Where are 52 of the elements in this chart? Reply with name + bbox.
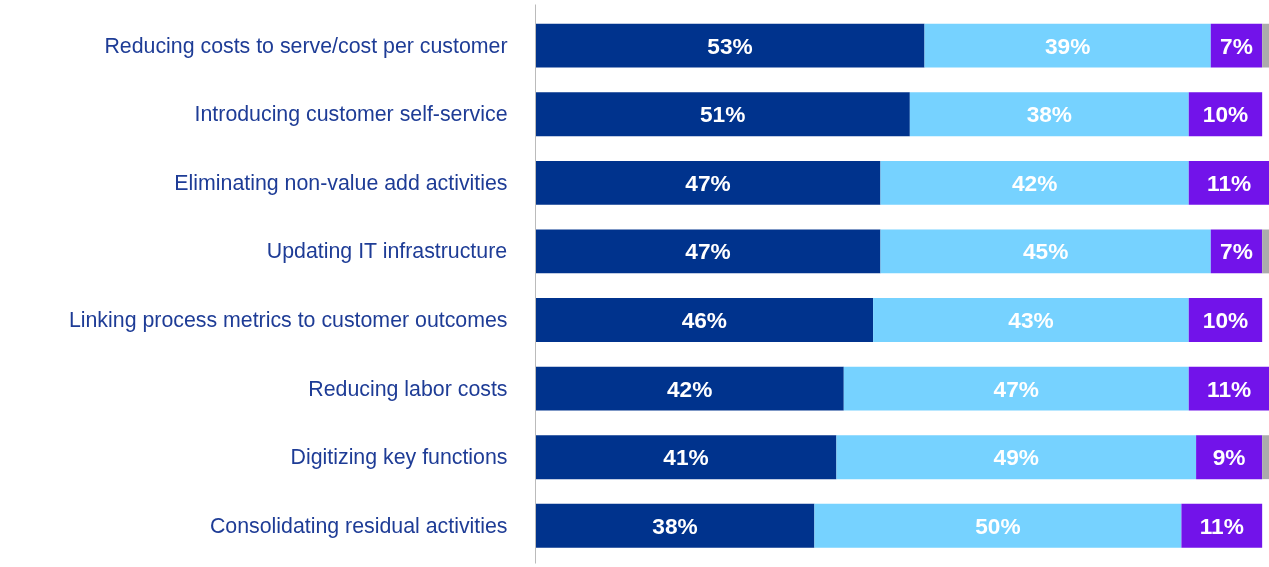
data-label: 51% [700, 101, 746, 128]
bar [535, 366, 844, 411]
bar [1262, 23, 1269, 68]
data-label: 10% [1202, 307, 1249, 334]
data-label: 42% [666, 375, 713, 402]
bar [873, 298, 1189, 342]
bar [535, 23, 925, 68]
bar [535, 229, 881, 274]
y-tick-label: Reducing labor costs [308, 376, 508, 401]
data-label: 53% [707, 32, 753, 59]
bar [535, 298, 874, 342]
data-label: 10% [1202, 101, 1249, 128]
data-label: 7% [1220, 238, 1253, 265]
data-label: 11% [1207, 169, 1252, 196]
y-tick-label: Reducing costs to serve/cost per customer [104, 33, 508, 58]
bar [814, 503, 1182, 548]
bar [880, 160, 1189, 205]
data-label: 9% [1212, 444, 1246, 471]
bar [836, 435, 1197, 480]
data-label: 45% [1022, 238, 1069, 265]
bar [1262, 229, 1269, 274]
bar [843, 366, 1189, 411]
bar [535, 92, 910, 137]
bar [1181, 503, 1263, 548]
y-tick-label: Consolidating residual activities [209, 513, 508, 538]
data-label: 7% [1220, 32, 1253, 59]
y-tick-label: Eliminating non-value add activities [174, 170, 508, 195]
bar [535, 503, 815, 548]
data-label: 43% [1008, 307, 1054, 334]
data-label: 47% [685, 238, 731, 265]
bar [1262, 435, 1269, 480]
data-label: 41% [663, 444, 709, 471]
data-label: 11% [1199, 512, 1244, 539]
y-tick-label: Linking process metrics to customer outcomes [68, 308, 508, 333]
bar [909, 92, 1189, 137]
y-tick-label: Updating IT infrastructure [266, 239, 508, 264]
bar [880, 229, 1211, 274]
data-label: 50% [975, 512, 1021, 539]
bar [535, 160, 881, 205]
y-tick-label: Digitizing key functions [290, 445, 508, 470]
data-label: 47% [685, 169, 731, 196]
bar [535, 435, 837, 480]
bar [924, 23, 1211, 68]
data-label: 49% [993, 444, 1039, 471]
data-label: 38% [1026, 101, 1072, 128]
data-label: 42% [1011, 169, 1058, 196]
data-label: 46% [681, 307, 728, 334]
data-label: 11% [1207, 375, 1252, 402]
y-tick-label: Introducing customer self-service [194, 102, 508, 127]
data-label: 39% [1044, 32, 1091, 59]
data-label: 38% [652, 512, 698, 539]
data-label: 47% [993, 375, 1039, 402]
